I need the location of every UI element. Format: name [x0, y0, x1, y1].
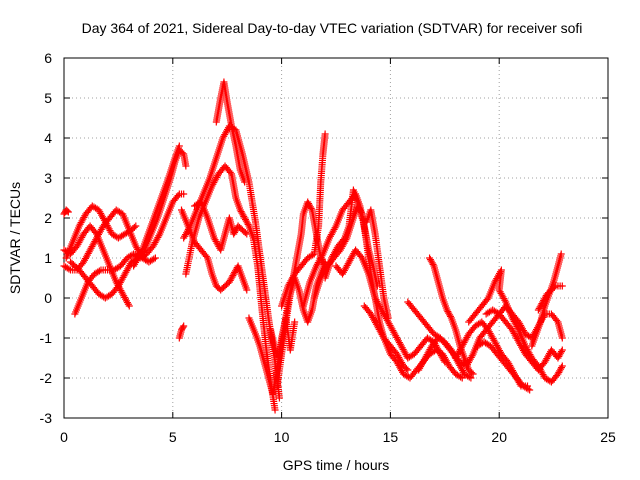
data-point	[357, 252, 365, 260]
data-point	[501, 296, 509, 304]
data-point	[514, 324, 522, 332]
y-tick-label: 6	[44, 50, 52, 66]
data-point	[307, 204, 315, 212]
x-tick-labels: 0 5 10 15 20 25	[60, 429, 616, 445]
data-point	[179, 323, 187, 331]
data-point	[124, 300, 132, 308]
data-point	[339, 236, 347, 244]
data-point	[558, 362, 566, 370]
data-point	[243, 230, 251, 238]
data-point	[550, 283, 558, 291]
y-tick-label: -3	[40, 410, 53, 426]
data-point	[95, 267, 103, 275]
data-point	[125, 302, 133, 310]
data-point	[180, 322, 188, 330]
data-point	[226, 168, 234, 176]
data-point	[241, 229, 249, 237]
data-point	[182, 162, 190, 170]
data-point	[244, 220, 252, 228]
y-tick-labels: -3 -2 -1 0 1 2 3 4 5 6	[40, 50, 53, 426]
data-point	[469, 370, 477, 378]
data-point	[379, 332, 387, 340]
y-tick-label: 0	[44, 290, 52, 306]
data-point	[63, 207, 71, 215]
data-point	[524, 385, 532, 393]
data-point	[557, 348, 565, 356]
data-point	[241, 178, 249, 186]
y-tick-label: 2	[44, 210, 52, 226]
data-point	[457, 373, 465, 381]
data-point	[321, 130, 329, 138]
data-point	[557, 364, 565, 372]
data-point	[202, 252, 210, 260]
y-axis-label: SDTVAR / TECUs	[7, 182, 23, 294]
data-point	[291, 318, 299, 326]
chart-title: Day 364 of 2021, Sidereal Day-to-day VTE…	[82, 20, 583, 36]
data-point	[553, 316, 561, 324]
data-point	[558, 334, 566, 342]
data-point	[331, 224, 339, 232]
data-point	[64, 208, 72, 216]
axis-ticks	[63, 57, 609, 419]
x-tick-label: 25	[600, 429, 616, 445]
data-point	[271, 406, 279, 414]
data-point	[483, 296, 491, 304]
x-tick-label: 15	[383, 429, 399, 445]
data-point	[468, 369, 476, 377]
plot-frame	[63, 57, 609, 419]
data-point	[318, 252, 326, 260]
data-point	[175, 142, 183, 150]
x-tick-label: 0	[60, 429, 68, 445]
data-point	[458, 374, 466, 382]
data-point	[180, 190, 188, 198]
data-point	[174, 192, 182, 200]
x-tick-label: 20	[491, 429, 507, 445]
data-point	[185, 224, 193, 232]
x-axis-label: GPS time / hours	[283, 457, 390, 473]
y-tick-label: 4	[44, 130, 52, 146]
data-point	[132, 222, 140, 230]
data-point	[468, 352, 476, 360]
x-tick-label: 10	[274, 429, 290, 445]
y-tick-label: -2	[40, 370, 53, 386]
data-point	[275, 394, 283, 402]
data-point	[65, 265, 73, 273]
y-tick-label: 5	[44, 90, 52, 106]
y-tick-label: 3	[44, 170, 52, 186]
x-tick-label: 5	[169, 429, 177, 445]
y-tick-label: -1	[40, 330, 53, 346]
data-points	[60, 78, 566, 414]
data-point	[243, 286, 251, 294]
data-point	[155, 232, 163, 240]
data-point	[557, 250, 565, 258]
data-point	[467, 374, 475, 382]
data-point	[404, 366, 412, 374]
data-point	[150, 255, 158, 263]
data-point	[446, 312, 454, 320]
data-point	[151, 254, 159, 262]
data-point	[429, 260, 437, 268]
data-point	[465, 373, 473, 381]
data-point	[130, 223, 138, 231]
data-point	[526, 386, 534, 394]
data-point	[558, 282, 566, 290]
y-tick-label: 1	[44, 250, 52, 266]
data-point	[558, 346, 566, 354]
